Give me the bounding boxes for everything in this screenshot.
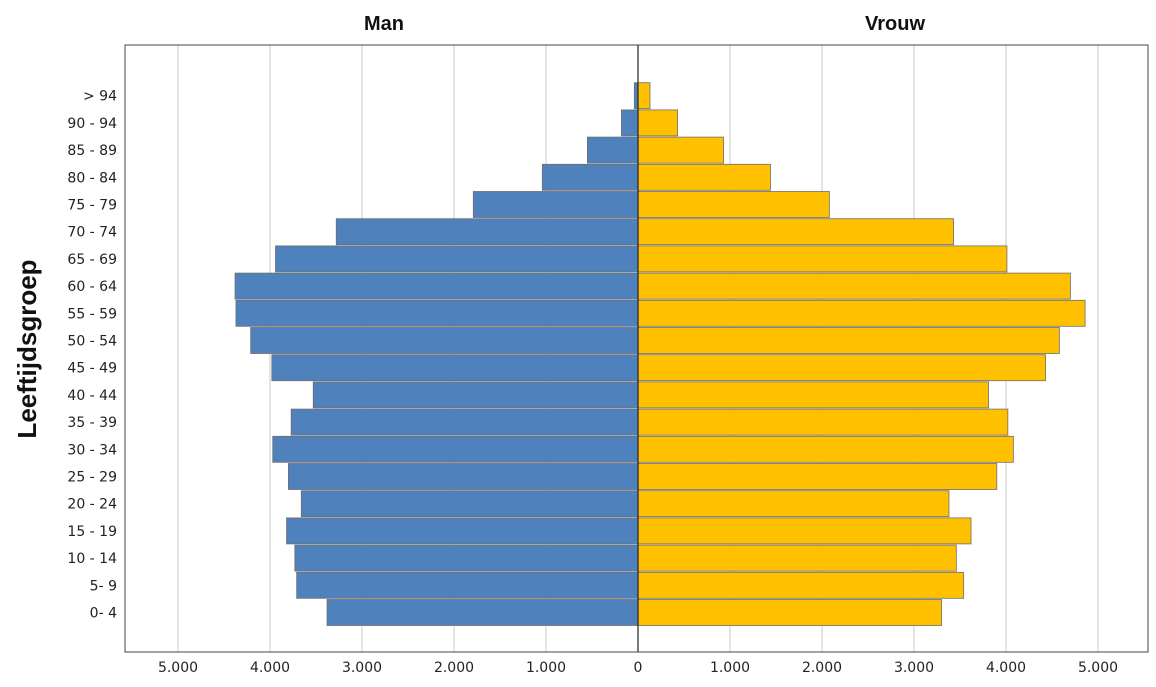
bar-man: [294, 544, 639, 572]
bar-vrouw: [637, 381, 989, 409]
x-tick-label: 4.000: [250, 660, 290, 676]
y-tick-label: 30 - 34: [67, 442, 117, 458]
bar-vrouw: [637, 163, 771, 191]
x-tick-label: 5.000: [1078, 660, 1118, 676]
plot-frame: [124, 44, 1149, 653]
bar-vrouw: [637, 408, 1009, 436]
bar-man: [287, 463, 639, 490]
x-tick-label: 3.000: [894, 660, 934, 676]
y-tick-label: 90 - 94: [67, 116, 117, 132]
bar-man: [272, 435, 639, 463]
x-tick-label: 3.000: [342, 660, 382, 676]
bars-man-series: [234, 82, 639, 626]
bar-vrouw: [637, 517, 972, 545]
series-header-man: Man: [364, 13, 404, 35]
y-tick-label: 45 - 49: [67, 361, 117, 377]
x-tick-label: 2.000: [802, 660, 842, 676]
y-tick-label: 40 - 44: [67, 388, 117, 404]
bar-man: [296, 571, 639, 599]
x-tick-label: 5.000: [158, 660, 198, 676]
bar-vrouw: [637, 299, 1086, 327]
bar-vrouw: [637, 599, 943, 626]
bar-man: [234, 272, 639, 300]
bar-man: [275, 245, 639, 273]
bar-vrouw: [637, 82, 651, 110]
bar-vrouw: [637, 544, 957, 572]
bar-man: [250, 327, 639, 354]
y-tick-labels: 0- 4 5- 9 10 - 14 15 - 19 20 - 24 25 - 29 30 -…: [67, 89, 117, 622]
bar-vrouw: [637, 191, 830, 218]
bar-man: [286, 517, 639, 545]
bar-man: [271, 354, 639, 382]
x-tick-label: 2.000: [434, 660, 474, 676]
y-tick-label: 0- 4: [90, 606, 117, 622]
bar-vrouw: [637, 136, 724, 164]
y-tick-label: 5- 9: [90, 578, 117, 594]
bar-man: [235, 299, 639, 327]
bar-vrouw: [637, 109, 678, 137]
y-tick-label: 10 - 14: [67, 551, 117, 567]
y-tick-label: 55 - 59: [67, 306, 117, 322]
bar-man: [472, 191, 639, 218]
y-tick-label: 80 - 84: [67, 170, 117, 186]
series-header-vrouw: Vrouw: [865, 13, 925, 35]
x-tick-label: 1.000: [710, 660, 750, 676]
y-tick-label: 50 - 54: [67, 334, 117, 350]
y-tick-label: 20 - 24: [67, 497, 117, 513]
bar-vrouw: [637, 490, 950, 518]
bar-man: [326, 599, 639, 626]
bar-vrouw: [637, 463, 998, 490]
bars-vrouw-series: [637, 82, 1086, 626]
bar-man: [335, 218, 639, 246]
bar-vrouw: [637, 218, 954, 246]
bar-man: [587, 136, 639, 164]
y-tick-label: 35 - 39: [67, 415, 117, 431]
x-tick-label: 0: [634, 660, 643, 676]
y-tick-label: 60 - 64: [67, 279, 117, 295]
y-tick-label: 75 - 79: [67, 198, 117, 214]
x-tick-label: 1.000: [526, 660, 566, 676]
y-tick-label: 70 - 74: [67, 225, 117, 241]
bar-vrouw: [637, 245, 1008, 273]
bar-vrouw: [637, 327, 1060, 354]
y-axis-title: Leeftijdsgroep: [12, 259, 42, 438]
bar-vrouw: [637, 571, 965, 599]
bar-man: [541, 163, 639, 191]
x-tick-labels: 5.000 4.000 3.000 2.000 1.000 0 1.000 2.000 3.00…: [158, 660, 1118, 676]
bar-vrouw: [637, 354, 1046, 382]
bar-man: [621, 109, 639, 137]
y-tick-label: > 94: [83, 89, 117, 105]
bar-man: [290, 408, 639, 436]
x-tick-label: 4.000: [986, 660, 1026, 676]
y-tick-label: 25 - 29: [67, 470, 117, 486]
bar-man: [300, 490, 639, 518]
bar-man: [312, 381, 639, 409]
y-tick-label: 65 - 69: [67, 252, 117, 268]
bar-vrouw: [637, 435, 1014, 463]
y-tick-label: 15 - 19: [67, 524, 117, 540]
bar-vrouw: [637, 272, 1071, 300]
y-tick-label: 85 - 89: [67, 143, 117, 159]
